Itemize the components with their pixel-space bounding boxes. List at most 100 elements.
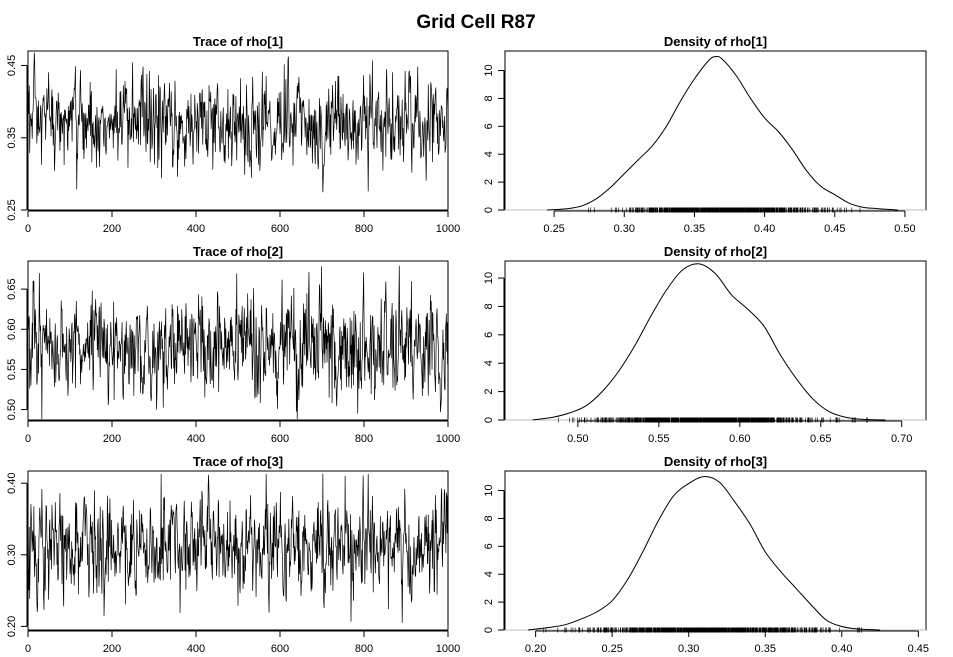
x-tick-label: 0.45	[908, 643, 929, 655]
x-tick-label: 0.45	[824, 223, 845, 235]
x-tick-label: 1000	[436, 433, 460, 445]
panel-5: Trace of rho[3] 0 200 400 600 800 1000 0.20 0.30…	[6, 454, 460, 655]
y-axis: 0 2 4 6 8 10	[483, 272, 505, 423]
panel-4: Density of rho[2] 0.50 0.55 0.60 0.65 0.70 0 2 4…	[483, 244, 927, 445]
x-tick-label: 800	[355, 433, 373, 445]
x-tick-label: 200	[103, 223, 121, 235]
x-tick-label: 600	[271, 223, 289, 235]
y-tick-label: 0.50	[6, 399, 18, 420]
density-curve	[547, 55, 898, 211]
plot-frame	[27, 470, 449, 631]
y-tick-label: 0.40	[6, 472, 18, 493]
x-tick-label: 400	[187, 223, 205, 235]
x-tick-label: 200	[103, 433, 121, 445]
panel-6: Density of rho[3] 0.20 0.25 0.30 0.35 0.40 0.4…	[483, 454, 929, 655]
panel-2: Density of rho[1] 0.25 0.30 0.35 0.40 0.45 0.5…	[483, 34, 927, 235]
y-tick-label: 8	[483, 303, 495, 309]
x-tick-label: 0.30	[678, 643, 699, 655]
x-tick-label: 0.35	[755, 643, 776, 655]
y-tick-label: 8	[483, 95, 495, 101]
x-tick-label: 0.55	[648, 433, 669, 445]
rug-marks	[558, 417, 869, 423]
x-tick-label: 0.25	[543, 223, 564, 235]
x-axis: 0 200 400 600 800 1000	[25, 630, 460, 655]
y-tick-label: 0	[483, 627, 495, 633]
figure-title: Grid Cell R87	[416, 12, 535, 33]
x-axis: 0 200 400 600 800 1000	[25, 420, 460, 445]
plot-frame	[504, 260, 927, 421]
x-tick-label: 1000	[436, 643, 460, 655]
y-axis: 0.25 0.35 0.45	[6, 55, 28, 221]
x-tick-label: 0.35	[684, 223, 705, 235]
x-tick-label: 0.25	[601, 643, 622, 655]
y-tick-label: 2	[483, 599, 495, 605]
x-tick-label: 600	[271, 643, 289, 655]
x-axis: 0.50 0.55 0.60 0.65 0.70	[567, 420, 912, 445]
density-curve	[527, 476, 881, 631]
x-tick-label: 0.50	[567, 433, 588, 445]
x-tick-label: 0.60	[729, 433, 750, 445]
panel-title: Trace of rho[1]	[193, 34, 283, 49]
y-tick-label: 4	[483, 360, 495, 366]
y-axis: 0 2 4 6 8 10	[483, 484, 505, 633]
panel-title: Density of rho[3]	[664, 454, 767, 469]
x-tick-label: 0	[25, 433, 31, 445]
y-axis: 0 2 4 6 8 10	[483, 64, 505, 213]
x-tick-label: 0.40	[831, 643, 852, 655]
x-tick-label: 0.20	[525, 643, 546, 655]
panel-1: Trace of rho[1] 0 200 400 600 800 1000 0.25 0.35…	[6, 34, 460, 235]
x-tick-label: 200	[103, 643, 121, 655]
y-tick-label: 0.60	[6, 319, 18, 340]
y-tick-label: 6	[483, 123, 495, 129]
x-tick-label: 400	[187, 433, 205, 445]
y-tick-label: 0.20	[6, 616, 18, 637]
x-axis: 0 200 400 600 800 1000	[25, 210, 460, 235]
x-tick-label: 0	[25, 643, 31, 655]
y-tick-label: 0.45	[6, 55, 18, 76]
trace-line	[28, 265, 449, 420]
y-tick-label: 0.65	[6, 278, 18, 299]
panel-title: Density of rho[2]	[664, 244, 767, 259]
panel-3: Trace of rho[2] 0 200 400 600 800 1000 0.50 0.55…	[6, 244, 460, 445]
panels-grid: Trace of rho[1]0 200 400 600 800 10000.250.35…	[6, 34, 929, 655]
y-tick-label: 0.30	[6, 544, 18, 565]
y-tick-label: 6	[483, 543, 495, 549]
y-tick-label: 10	[483, 64, 495, 76]
y-tick-label: 0.25	[6, 199, 18, 220]
x-tick-label: 0.70	[891, 433, 912, 445]
y-axis: 0.50 0.55 0.60 0.65	[6, 278, 28, 420]
x-tick-label: 0.50	[894, 223, 915, 235]
plot-frame	[504, 470, 927, 631]
x-tick-label: 1000	[436, 223, 460, 235]
plot-frame	[27, 50, 449, 211]
trace-line	[28, 52, 449, 193]
rug-marks	[588, 207, 861, 213]
panel-title: Trace of rho[3]	[193, 454, 283, 469]
y-tick-label: 10	[483, 272, 495, 284]
y-tick-label: 2	[483, 179, 495, 185]
x-tick-label: 0.30	[614, 223, 635, 235]
x-axis: 0.25 0.30 0.35 0.40 0.45 0.50	[543, 210, 916, 235]
plot-frame	[504, 50, 927, 211]
x-tick-label: 0.40	[754, 223, 775, 235]
y-tick-label: 4	[483, 571, 495, 577]
rug-marks	[542, 627, 862, 633]
x-tick-label: 0.65	[810, 433, 831, 445]
y-tick-label: 8	[483, 515, 495, 521]
x-tick-label: 0	[25, 223, 31, 235]
x-axis: 0.20 0.25 0.30 0.35 0.40 0.45	[525, 630, 929, 655]
x-tick-label: 600	[271, 433, 289, 445]
y-tick-label: 2	[483, 389, 495, 395]
y-axis: 0.20 0.30 0.40	[6, 472, 28, 637]
x-tick-label: 400	[187, 643, 205, 655]
y-tick-label: 6	[483, 332, 495, 338]
y-tick-label: 0.55	[6, 359, 18, 380]
y-tick-label: 4	[483, 151, 495, 157]
density-curve	[532, 263, 886, 421]
y-tick-label: 0.35	[6, 127, 18, 148]
panel-title: Trace of rho[2]	[193, 244, 283, 259]
panel-title: Density of rho[1]	[664, 34, 767, 49]
y-tick-label: 0	[483, 417, 495, 423]
y-tick-label: 0	[483, 207, 495, 213]
x-tick-label: 800	[355, 223, 373, 235]
